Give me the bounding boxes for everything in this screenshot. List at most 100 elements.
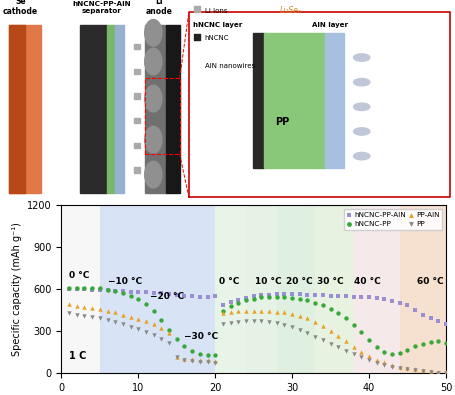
hNCNC-PP (196, 350, 203, 357)
Text: 10 °C: 10 °C (255, 277, 282, 286)
Bar (354, 205, 400, 373)
hNCNC-PP (73, 285, 81, 292)
Text: Li
anode: Li anode (146, 0, 173, 17)
PP-AlN (396, 363, 404, 370)
hNCNC-PP (204, 352, 211, 358)
PP (173, 354, 180, 360)
hNCNC-PP-AlN (296, 291, 303, 297)
PP-AlN (334, 333, 342, 339)
PP-AlN (135, 316, 142, 322)
hNCNC-PP (312, 299, 319, 306)
PP-AlN (365, 353, 373, 359)
PP-AlN (158, 325, 165, 331)
hNCNC-PP (89, 285, 96, 292)
PP-AlN (173, 354, 180, 360)
hNCNC-PP (81, 285, 88, 292)
hNCNC-PP (119, 290, 126, 296)
Text: 1 C: 1 C (69, 351, 86, 361)
PP (227, 320, 234, 326)
hNCNC-PP-AlN (204, 293, 211, 300)
hNCNC-PP-AlN (73, 286, 81, 292)
hNCNC-PP (188, 348, 196, 354)
hNCNC-PP (158, 317, 165, 323)
FancyBboxPatch shape (134, 118, 140, 123)
PP-AlN (66, 301, 73, 308)
Text: −20 °C: −20 °C (150, 292, 184, 301)
PP-AlN (166, 329, 173, 336)
PP (265, 319, 273, 325)
hNCNC-PP (304, 297, 311, 303)
PP-AlN (281, 309, 288, 316)
hNCNC-PP-AlN (104, 287, 111, 293)
PP (358, 354, 365, 360)
PP (404, 366, 411, 372)
FancyBboxPatch shape (134, 167, 140, 173)
PP-AlN (296, 312, 303, 319)
hNCNC-PP (142, 301, 150, 308)
PP-AlN (350, 344, 357, 350)
hNCNC-PP-AlN (142, 289, 150, 295)
PP-AlN (288, 310, 296, 317)
Bar (277, 205, 315, 373)
hNCNC-PP (243, 297, 250, 303)
Text: AlN layer: AlN layer (312, 22, 348, 28)
hNCNC-PP (273, 294, 280, 300)
hNCNC-PP (166, 327, 173, 333)
PP (319, 337, 327, 344)
PP-AlN (419, 367, 426, 374)
Text: hNCNC: hNCNC (205, 36, 229, 41)
hNCNC-PP (396, 350, 404, 356)
hNCNC-PP-AlN (389, 298, 396, 304)
PP-AlN (389, 361, 396, 368)
hNCNC-PP-AlN (442, 320, 450, 327)
PP-AlN (127, 314, 134, 320)
PP (327, 341, 334, 347)
Text: AlN nanowires: AlN nanowires (205, 63, 255, 70)
PP-AlN (381, 359, 388, 365)
PP (411, 367, 419, 374)
PP (166, 340, 173, 346)
FancyBboxPatch shape (134, 69, 140, 74)
hNCNC-PP (373, 344, 380, 350)
Circle shape (354, 79, 370, 86)
hNCNC-PP-AlN (358, 294, 365, 300)
hNCNC-PP (104, 286, 111, 293)
hNCNC-PP-AlN (188, 293, 196, 299)
Polygon shape (145, 24, 166, 193)
PP (127, 324, 134, 330)
hNCNC-PP (127, 293, 134, 299)
PP-AlN (119, 311, 126, 318)
Text: 60 °C: 60 °C (417, 277, 443, 286)
PP (350, 351, 357, 357)
hNCNC-PP-AlN (89, 286, 96, 293)
Text: −30 °C: −30 °C (184, 332, 218, 341)
PP-AlN (104, 307, 111, 314)
Text: Li ions: Li ions (205, 8, 227, 14)
PP (96, 315, 104, 322)
PP-AlN (150, 321, 157, 327)
PP (442, 370, 450, 376)
hNCNC-PP (365, 337, 373, 343)
Text: 40 °C: 40 °C (354, 277, 380, 286)
hNCNC-PP (111, 288, 119, 294)
PP-AlN (204, 357, 211, 363)
Polygon shape (166, 24, 180, 193)
PP (296, 326, 303, 333)
Circle shape (354, 128, 370, 135)
hNCNC-PP (181, 343, 188, 349)
hNCNC-PP-AlN (342, 293, 349, 299)
PP-AlN (427, 368, 434, 374)
PP (66, 310, 73, 316)
hNCNC-PP-AlN (66, 286, 73, 292)
PP-AlN (304, 315, 311, 322)
Point (193, 34, 200, 40)
PP (81, 313, 88, 319)
hNCNC-PP-AlN (166, 291, 173, 297)
PP (250, 318, 258, 324)
hNCNC-PP (258, 294, 265, 301)
Y-axis label: Specific capacity (mAh g⁻¹): Specific capacity (mAh g⁻¹) (11, 222, 21, 356)
hNCNC-PP-AlN (319, 292, 327, 298)
hNCNC-PP-AlN (158, 290, 165, 296)
Ellipse shape (145, 126, 162, 153)
hNCNC-PP-AlN (312, 292, 319, 298)
